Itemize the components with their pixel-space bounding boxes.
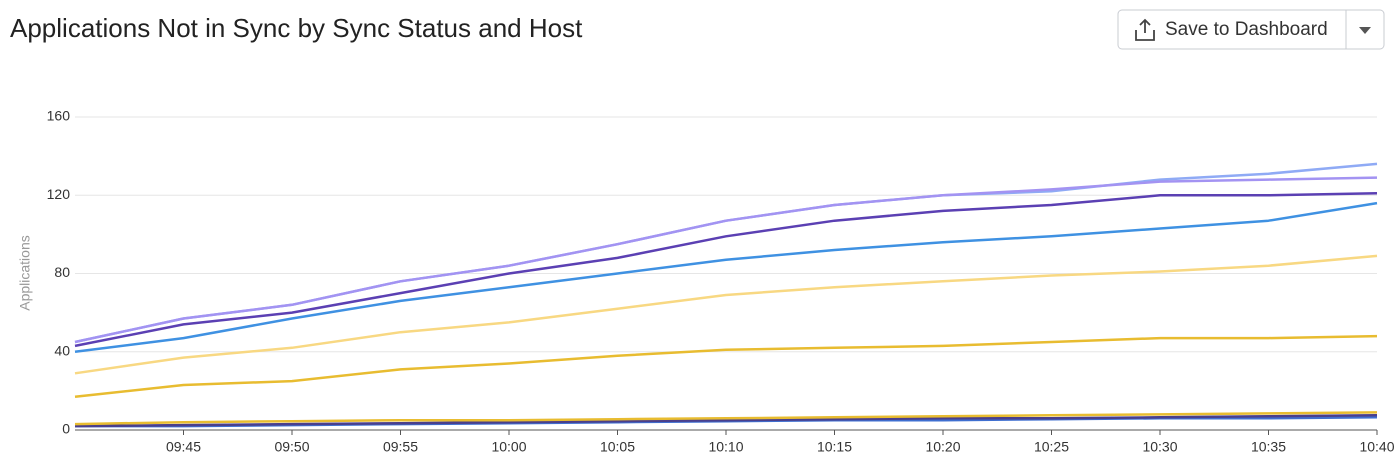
chart-title: Applications Not in Sync by Sync Status …	[10, 13, 583, 43]
x-tick-label: 10:15	[817, 439, 852, 455]
series-line	[74, 411, 1378, 426]
series-line	[74, 201, 1378, 354]
series-line	[74, 414, 1378, 428]
series-line	[74, 254, 1378, 375]
upload-icon	[1135, 18, 1155, 41]
button-frame[interactable]	[1117, 9, 1385, 50]
y-axis-label: Applications	[17, 235, 33, 311]
x-tick-label: 10:00	[491, 439, 526, 455]
x-tick-label: 09:50	[274, 439, 309, 455]
x-tick-label: 10:40	[1359, 439, 1394, 455]
x-tick-label: 10:25	[1034, 439, 1069, 455]
button-label[interactable]: Save to Dashboard	[1165, 19, 1328, 40]
dropdown-arrow[interactable]	[1359, 27, 1371, 34]
series-line	[74, 334, 1378, 398]
y-tick-label: 160	[47, 108, 71, 124]
x-tick-label: 09:45	[166, 439, 201, 455]
y-tick-label: 120	[47, 186, 71, 202]
y-tick-label: 80	[54, 264, 70, 280]
x-tick-label: 10:30	[1142, 439, 1177, 455]
series-line	[74, 176, 1378, 344]
x-tick-label: 10:05	[600, 439, 635, 455]
x-tick-label: 10:20	[925, 439, 960, 455]
y-tick-label: 40	[54, 342, 70, 358]
series-line	[74, 192, 1378, 348]
x-tick-label: 10:35	[1251, 439, 1286, 455]
x-tick-label: 09:55	[383, 439, 418, 455]
y-tick-label: 0	[62, 421, 70, 437]
save-button[interactable]: Save to Dashboard	[1117, 9, 1385, 50]
x-tick-label: 10:10	[708, 439, 743, 455]
